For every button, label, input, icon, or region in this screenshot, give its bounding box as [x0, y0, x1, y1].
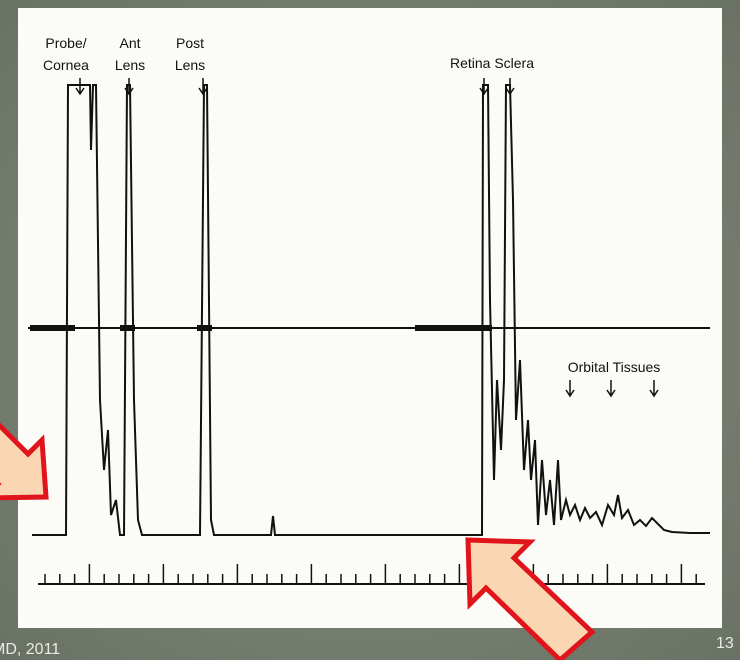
slide: Probe/Cornea AntLens PostLens Retina Scl…	[0, 0, 740, 660]
slide-number: 13	[716, 635, 734, 652]
orbital-label: Orbital Tissues	[568, 359, 661, 375]
page: Probe/Cornea AntLens PostLens Retina Scl…	[0, 0, 740, 660]
retina-sclera-label: Retina Sclera	[450, 55, 534, 71]
footer-text: MD, 2011	[0, 641, 60, 658]
